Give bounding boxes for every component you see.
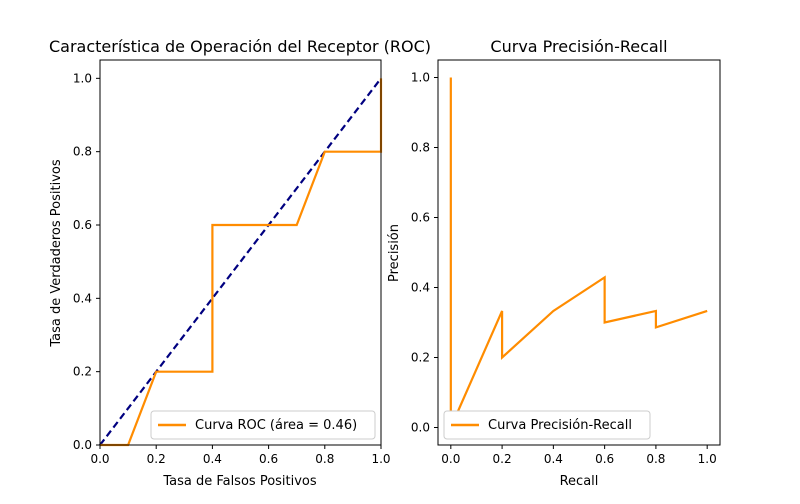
roc-x-tick-label: 0.4 [203,452,222,466]
roc-x-axis-label: Tasa de Falsos Positivos [162,474,317,489]
pr-x-tick-label: 1.0 [698,452,717,466]
pr-y-tick-label: 0.2 [411,351,430,365]
pr-x-tick-label: 0.4 [544,452,563,466]
pr-x-tick-label: 0.2 [493,452,512,466]
pr-chart: Curva Precisión-Recall Recall Precisión … [387,37,721,489]
roc-marks [99,77,383,447]
roc-y-tick-label: 0.2 [73,365,92,379]
roc-y-tick-label: 0.4 [73,291,92,305]
pr-y-tick-label: 0.4 [411,281,430,295]
pr-legend-box [443,410,651,440]
pr-x-tick-label: 0.8 [646,452,665,466]
pr-x-tick-label: 0.0 [441,452,460,466]
pr-x-tick-label: 0.6 [595,452,614,466]
pr-y-tick-label: 0.6 [411,211,430,225]
pr-chart-title: Curva Precisión-Recall [490,37,667,56]
roc-ticks: 0.0 0.2 0.4 0.6 0.8 1.0 0.0 0.2 0.4 0.6 0.8 1.0 [73,71,391,466]
pr-x-axis-label: Recall [560,474,599,489]
roc-plot-frame [99,59,382,446]
roc-legend-box [150,410,376,440]
pr-ticks: 0.0 0.2 0.4 0.6 0.8 1.0 0.0 0.2 0.4 0.6 0.8 1.0 [411,71,717,467]
roc-chart: Característica de Operación del Receptor… [49,37,431,489]
pr-y-tick-label: 1.0 [411,71,430,85]
roc-series-line-0 [100,78,383,447]
roc-y-axis-label: Tasa de Verdaderos Positivos [49,159,64,347]
roc-x-tick-label: 0.2 [147,452,166,466]
roc-x-tick-label: 0.8 [315,452,334,466]
pr-marks [449,77,708,428]
roc-y-tick-label: 1.0 [73,71,92,85]
pr-y-tick-label: 0.8 [411,141,430,155]
roc-legend-label: Curva ROC (área = 0.46) [195,418,357,433]
pr-legend: Curva Precisión-Recall [443,410,651,440]
roc-x-tick-label: 0.0 [90,452,109,466]
roc-y-tick-label: 0.6 [73,218,92,232]
pr-y-tick-label: 0.0 [411,421,430,435]
pr-y-axis-label: Precisión [387,224,402,282]
roc-x-tick-label: 0.6 [259,452,278,466]
roc-legend: Curva ROC (área = 0.46) [150,410,376,440]
pr-legend-label: Curva Precisión-Recall [488,418,632,433]
roc-y-tick-label: 0.8 [73,145,92,159]
roc-x-tick-label: 1.0 [371,452,390,466]
roc-y-tick-label: 0.0 [73,438,92,452]
roc-chart-title: Característica de Operación del Receptor… [49,37,431,56]
pr-series-line-0 [449,77,708,428]
pr-plot-frame [437,59,721,446]
